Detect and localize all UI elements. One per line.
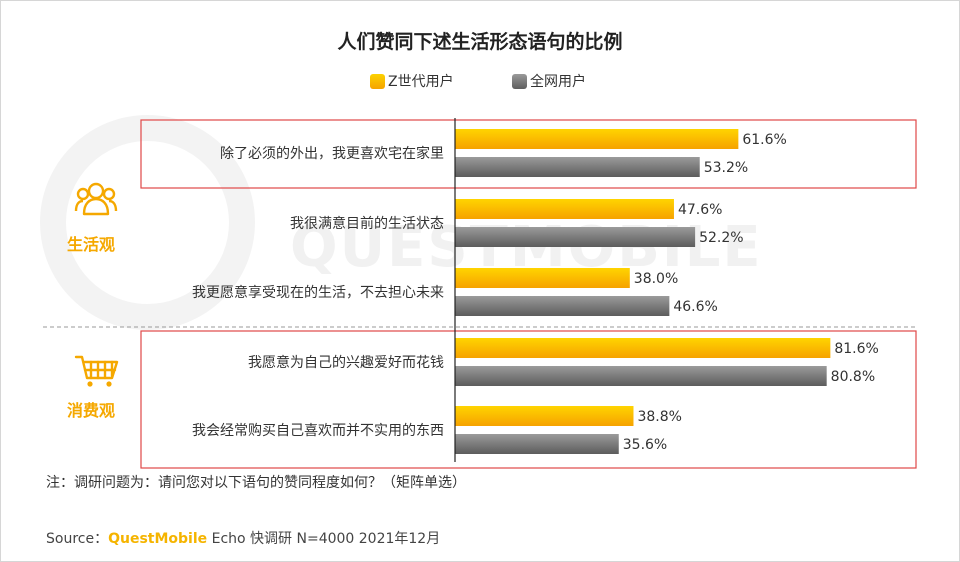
bar-all-2: [455, 296, 670, 316]
bar-all-4: [455, 434, 619, 454]
value-label-all-2: 46.6%: [673, 299, 717, 315]
value-label-genz-2: 38.0%: [634, 271, 678, 287]
legend-item-all: 全网用户: [512, 71, 586, 91]
value-label-genz-0: 61.6%: [742, 132, 786, 148]
category-label-1: 我很满意目前的生活状态: [290, 215, 444, 232]
highlight-box-0: [140, 119, 917, 189]
bar-genz-1: [455, 199, 674, 219]
value-label-all-1: 52.2%: [699, 230, 743, 246]
chart-title: 人们赞同下述生活形态语句的比例: [337, 31, 623, 53]
group-label-lifestyle: 生活观: [67, 235, 116, 254]
group-label-consumption: 消费观: [67, 401, 116, 420]
source-prefix: Source：: [46, 531, 109, 547]
value-label-all-3: 80.8%: [831, 369, 875, 385]
category-label-4: 我会经常购买自己喜欢而并不实用的东西: [192, 423, 444, 439]
value-label-all-4: 35.6%: [623, 437, 667, 453]
value-label-all-0: 53.2%: [704, 160, 748, 176]
source-brand: QuestMobile: [108, 531, 208, 547]
source-rest: Echo 快调研 N=4000 2021年12月: [207, 531, 441, 547]
category-label-3: 我愿意为自己的兴趣爱好而花钱: [248, 354, 444, 371]
value-label-genz-1: 47.6%: [678, 202, 722, 218]
bar-genz-4: [455, 406, 634, 426]
bar-genz-3: [455, 338, 831, 358]
category-label-0: 除了必须的外出，我更喜欢宅在家里: [220, 145, 444, 162]
legend-label-gen-z: Z世代用户: [388, 74, 454, 90]
value-label-genz-4: 38.8%: [637, 409, 681, 425]
bar-all-1: [455, 227, 696, 247]
legend-item-gen-z: Z世代用户: [370, 71, 454, 91]
highlight-box-1: [140, 330, 917, 469]
legend-swatch-all: [512, 73, 527, 89]
legend-label-all: 全网用户: [530, 74, 586, 90]
bar-genz-0: [455, 129, 739, 149]
source-line: Source：QuestMobile Echo 快调研 N=4000 2021年…: [46, 528, 440, 548]
shopping-cart-icon: [74, 355, 119, 387]
legend-swatch-gen-z: [370, 73, 385, 89]
bar-all-3: [455, 366, 827, 386]
value-label-genz-3: 81.6%: [834, 341, 878, 357]
bar-genz-2: [455, 268, 630, 288]
bar-all-0: [455, 157, 700, 177]
category-label-2: 我更愿意享受现在的生活，不去担心未来: [192, 284, 444, 301]
people-group-icon: [74, 182, 118, 216]
footnote: 注：调研问题为：请问您对以下语句的赞同程度如何？（矩阵单选）: [46, 475, 466, 491]
